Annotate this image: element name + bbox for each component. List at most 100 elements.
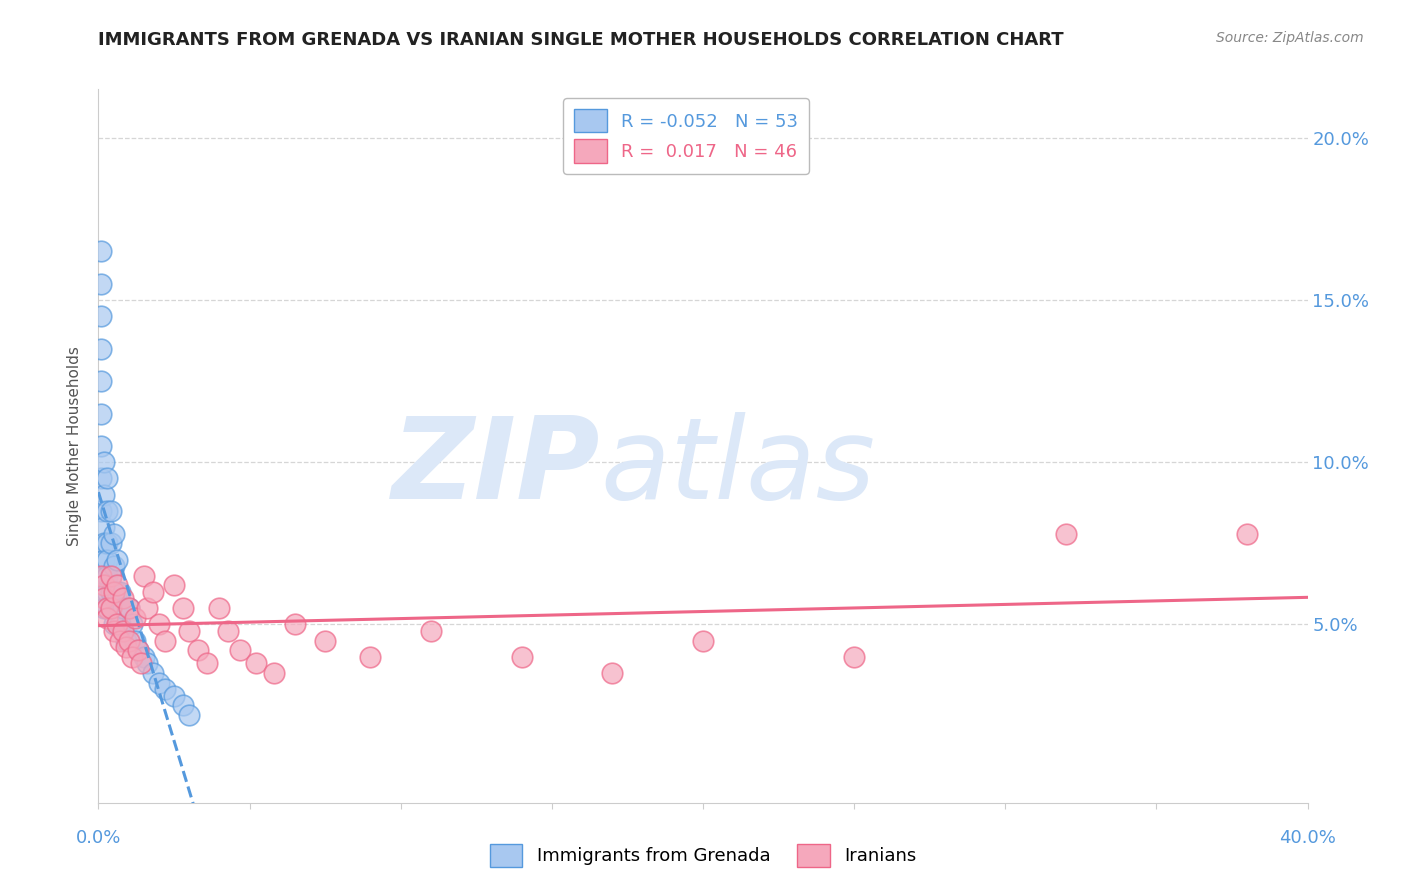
Point — [93, 578, 115, 592]
Point — [105, 617, 128, 632]
Point — [90, 439, 112, 453]
Point — [100, 568, 122, 582]
Point — [127, 643, 149, 657]
Point — [844, 649, 866, 664]
Point — [217, 624, 239, 638]
Text: IMMIGRANTS FROM GRENADA VS IRANIAN SINGLE MOTHER HOUSEHOLDS CORRELATION CHART: IMMIGRANTS FROM GRENADA VS IRANIAN SINGL… — [98, 31, 1064, 49]
Text: 0.0%: 0.0% — [76, 829, 121, 847]
Point — [90, 407, 112, 421]
Point — [96, 504, 118, 518]
Point — [187, 643, 209, 657]
Point — [105, 552, 128, 566]
Point — [692, 633, 714, 648]
Point — [263, 666, 285, 681]
Point — [132, 568, 155, 582]
Point — [163, 689, 186, 703]
Point — [105, 617, 128, 632]
Text: ZIP: ZIP — [392, 412, 600, 523]
Point — [179, 708, 201, 723]
Point — [103, 526, 125, 541]
Point — [103, 624, 125, 638]
Text: 40.0%: 40.0% — [1279, 829, 1336, 847]
Point — [153, 633, 176, 648]
Point — [111, 624, 134, 638]
Point — [108, 585, 131, 599]
Point — [96, 471, 118, 485]
Point — [124, 611, 146, 625]
Point — [172, 698, 194, 713]
Point — [135, 601, 157, 615]
Point — [93, 585, 115, 599]
Legend: R = -0.052   N = 53, R =  0.017   N = 46: R = -0.052 N = 53, R = 0.017 N = 46 — [564, 98, 808, 174]
Point — [602, 666, 624, 681]
Point — [90, 504, 112, 518]
Point — [208, 601, 231, 615]
Point — [114, 640, 136, 654]
Point — [153, 682, 176, 697]
Point — [118, 601, 141, 615]
Point — [100, 504, 122, 518]
Point — [93, 520, 115, 534]
Point — [148, 617, 170, 632]
Point — [142, 585, 165, 599]
Point — [90, 568, 112, 582]
Point — [284, 617, 307, 632]
Text: atlas: atlas — [600, 412, 876, 523]
Point — [510, 649, 533, 664]
Point — [100, 601, 122, 615]
Point — [96, 568, 118, 582]
Point — [93, 552, 115, 566]
Point — [93, 536, 115, 550]
Point — [93, 488, 115, 502]
Point — [96, 585, 118, 599]
Point — [121, 649, 143, 664]
Point — [90, 310, 112, 324]
Point — [90, 374, 112, 388]
Point — [90, 277, 112, 291]
Point — [111, 624, 134, 638]
Point — [103, 585, 125, 599]
Point — [124, 633, 146, 648]
Point — [96, 552, 118, 566]
Legend: Immigrants from Grenada, Iranians: Immigrants from Grenada, Iranians — [482, 837, 924, 874]
Point — [420, 624, 443, 638]
Point — [111, 601, 134, 615]
Point — [96, 611, 118, 625]
Point — [103, 559, 125, 574]
Point — [114, 633, 136, 648]
Point — [118, 633, 141, 648]
Point — [96, 536, 118, 550]
Point — [1054, 526, 1077, 541]
Point — [142, 666, 165, 681]
Point — [360, 649, 382, 664]
Point — [96, 601, 118, 615]
Point — [127, 643, 149, 657]
Point — [90, 244, 112, 259]
Point — [1236, 526, 1258, 541]
Point — [314, 633, 336, 648]
Point — [229, 643, 252, 657]
Point — [121, 617, 143, 632]
Point — [90, 471, 112, 485]
Point — [100, 568, 122, 582]
Point — [100, 601, 122, 615]
Point — [163, 578, 186, 592]
Point — [103, 617, 125, 632]
Point — [245, 657, 267, 671]
Point — [100, 536, 122, 550]
Point — [195, 657, 218, 671]
Point — [103, 591, 125, 606]
Point — [105, 578, 128, 592]
Text: Source: ZipAtlas.com: Source: ZipAtlas.com — [1216, 31, 1364, 45]
Y-axis label: Single Mother Households: Single Mother Households — [67, 346, 83, 546]
Point — [105, 585, 128, 599]
Point — [100, 585, 122, 599]
Point — [148, 675, 170, 690]
Point — [179, 624, 201, 638]
Point — [93, 455, 115, 469]
Point — [172, 601, 194, 615]
Point — [93, 601, 115, 615]
Point — [111, 591, 134, 606]
Point — [108, 633, 131, 648]
Point — [129, 657, 152, 671]
